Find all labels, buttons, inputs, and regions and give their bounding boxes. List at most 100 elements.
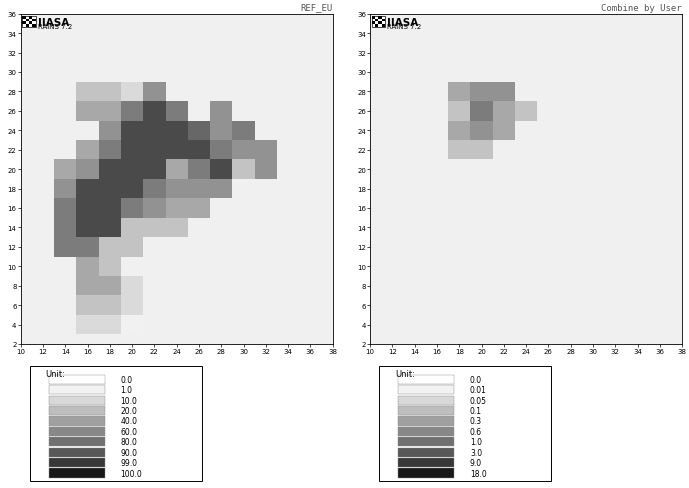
Bar xyxy=(372,17,385,28)
Bar xyxy=(143,141,165,160)
Bar xyxy=(493,122,515,141)
Bar xyxy=(232,141,255,160)
Text: 40.0: 40.0 xyxy=(121,417,138,426)
Bar xyxy=(76,199,99,218)
Bar xyxy=(448,122,471,141)
Bar xyxy=(76,315,99,335)
Bar xyxy=(49,386,105,394)
Bar xyxy=(398,458,454,468)
Text: IIASA: IIASA xyxy=(38,18,69,28)
Text: 0.0: 0.0 xyxy=(121,375,133,384)
Bar xyxy=(99,160,121,180)
Text: RAINS 7.2: RAINS 7.2 xyxy=(38,24,72,30)
Bar xyxy=(448,82,471,102)
Bar xyxy=(471,141,493,160)
Bar xyxy=(382,17,385,20)
Text: REF_EU: REF_EU xyxy=(300,3,333,13)
Bar xyxy=(188,180,210,199)
Bar xyxy=(49,375,105,384)
Text: 60.0: 60.0 xyxy=(121,427,138,436)
Bar xyxy=(25,20,29,22)
Bar xyxy=(22,17,25,20)
Bar xyxy=(54,160,76,180)
Text: 1.0: 1.0 xyxy=(121,386,132,394)
Text: 99.0: 99.0 xyxy=(121,458,138,467)
Bar xyxy=(143,160,165,180)
Text: 20.0: 20.0 xyxy=(121,406,137,415)
Bar xyxy=(76,82,99,102)
Bar xyxy=(372,22,375,25)
Bar xyxy=(232,160,255,180)
Bar xyxy=(398,417,454,426)
Bar xyxy=(49,447,105,457)
FancyBboxPatch shape xyxy=(30,366,202,481)
Bar xyxy=(210,122,232,141)
Bar xyxy=(54,199,76,218)
Text: 0.05: 0.05 xyxy=(470,396,487,405)
Bar xyxy=(232,122,255,141)
Bar xyxy=(375,20,378,22)
Bar xyxy=(378,20,382,22)
Bar xyxy=(29,20,32,22)
Bar xyxy=(375,22,378,25)
Bar xyxy=(398,386,454,394)
Bar xyxy=(375,25,378,28)
Bar xyxy=(32,25,36,28)
Bar xyxy=(76,238,99,257)
Bar xyxy=(210,102,232,122)
Text: 0.3: 0.3 xyxy=(470,417,482,426)
Bar xyxy=(49,437,105,447)
Bar xyxy=(32,20,36,22)
Bar xyxy=(25,25,29,28)
Bar xyxy=(99,102,121,122)
Bar xyxy=(372,20,375,22)
Bar xyxy=(25,22,29,25)
Bar xyxy=(99,296,121,315)
Bar xyxy=(448,141,471,160)
Bar xyxy=(99,141,121,160)
Bar xyxy=(493,102,515,122)
Text: 1.0: 1.0 xyxy=(470,437,482,447)
Bar xyxy=(372,17,375,20)
Bar xyxy=(398,437,454,447)
Bar xyxy=(76,180,99,199)
Bar xyxy=(165,160,188,180)
Bar xyxy=(165,218,188,238)
Bar xyxy=(121,218,143,238)
Bar xyxy=(493,82,515,102)
Bar xyxy=(49,396,105,405)
Bar xyxy=(121,141,143,160)
FancyBboxPatch shape xyxy=(380,366,551,481)
Bar xyxy=(121,180,143,199)
Bar xyxy=(382,22,385,25)
Bar xyxy=(165,199,188,218)
Bar xyxy=(49,468,105,478)
Text: 18.0: 18.0 xyxy=(470,468,486,478)
Bar xyxy=(76,141,99,160)
Bar xyxy=(382,25,385,28)
Bar xyxy=(210,160,232,180)
Bar xyxy=(382,20,385,22)
Text: 80.0: 80.0 xyxy=(121,437,137,447)
Bar xyxy=(99,122,121,141)
Bar xyxy=(99,276,121,296)
Bar xyxy=(76,257,99,276)
Bar xyxy=(515,102,537,122)
Bar xyxy=(121,296,143,315)
Bar xyxy=(143,199,165,218)
Bar xyxy=(99,180,121,199)
Bar xyxy=(143,180,165,199)
Bar xyxy=(54,238,76,257)
Bar xyxy=(32,17,36,20)
Bar xyxy=(121,102,143,122)
Bar xyxy=(143,218,165,238)
Bar xyxy=(76,160,99,180)
Bar xyxy=(99,82,121,102)
Bar xyxy=(165,141,188,160)
Text: 9.0: 9.0 xyxy=(470,458,482,467)
Text: Unit:: Unit: xyxy=(395,369,415,378)
Bar xyxy=(398,375,454,384)
Bar xyxy=(210,180,232,199)
Bar xyxy=(188,141,210,160)
Text: Unit:: Unit: xyxy=(45,369,65,378)
